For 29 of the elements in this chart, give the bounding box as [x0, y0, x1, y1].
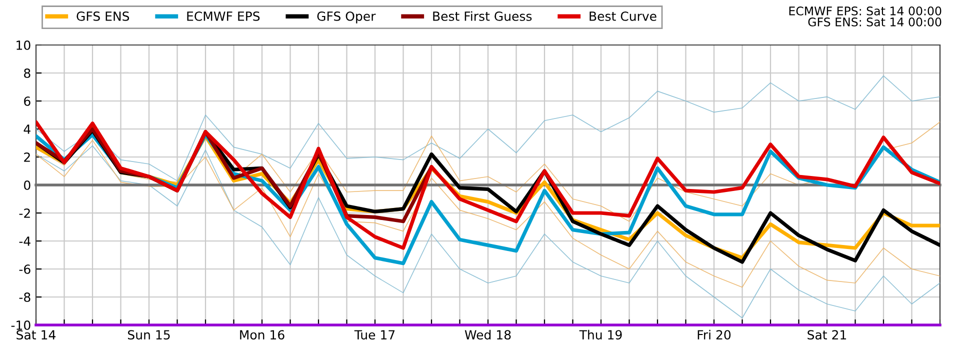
x-tick-label: Wed 18: [464, 330, 511, 340]
legend-label: Best Curve: [590, 11, 656, 21]
line-series: [36, 140, 940, 288]
x-tick-label: Mon 16: [240, 330, 284, 340]
y-tick-label: -4: [19, 236, 30, 246]
y-tick-label: 0: [24, 180, 30, 190]
x-tick-label: Sat 21: [808, 330, 846, 340]
legend-label: GFS Oper: [317, 11, 376, 24]
x-tick-label: Sun 15: [128, 330, 170, 340]
y-tick-label: 8: [24, 68, 30, 78]
y-tick-label: 4: [24, 124, 30, 134]
y-tick-label: 6: [24, 96, 30, 106]
text: GFS ENS: Sat 14 00:00: [808, 17, 942, 26]
y-tick-label: -2: [19, 208, 30, 218]
text: ECMWF EPS: Sat 14 00:00: [789, 6, 942, 16]
x-tick-label: Thu 19: [579, 330, 622, 340]
x-tick-label: Tue 17: [354, 330, 395, 340]
x-tick-label: Sat 14: [16, 330, 56, 340]
x-tick-label: Fri 20: [698, 330, 731, 340]
y-tick-label: 2: [24, 152, 30, 162]
y-tick-label: -6: [19, 264, 30, 274]
legend-label: GFS ENS: [76, 11, 130, 21]
y-tick-label: -10: [11, 320, 30, 330]
legend-label: Best First Guess: [433, 11, 532, 21]
y-tick-label: 10: [16, 40, 30, 50]
line-series: [36, 145, 940, 318]
y-tick-label: -8: [19, 292, 30, 302]
legend-label: ECMWF EPS: [187, 11, 260, 21]
line-series: [36, 75, 940, 182]
